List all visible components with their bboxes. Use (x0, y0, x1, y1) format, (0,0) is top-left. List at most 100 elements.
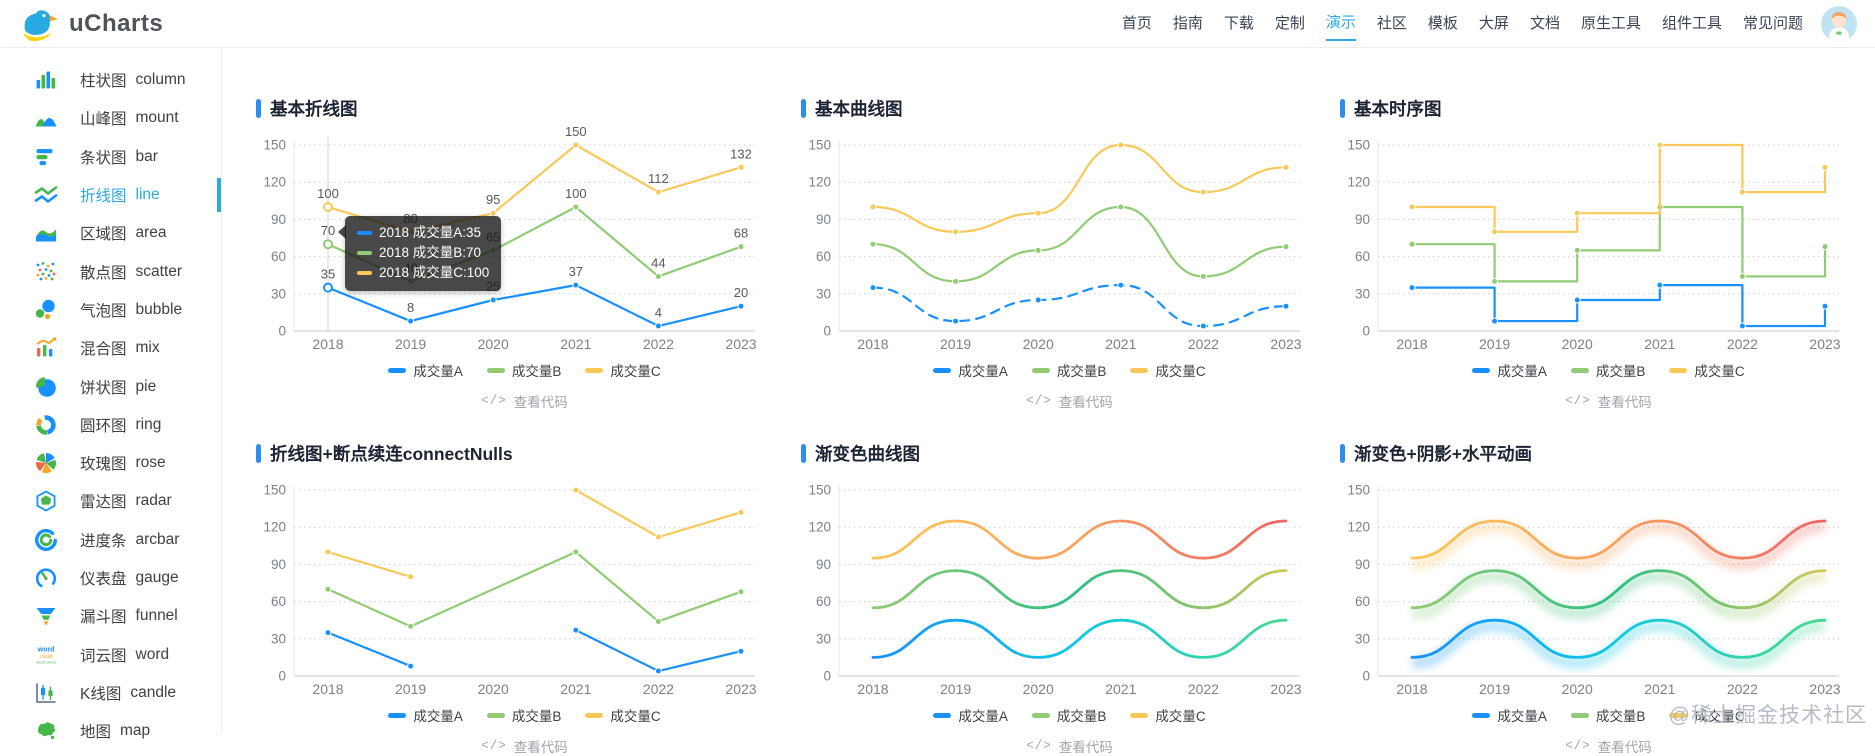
title-accent-bar (1340, 443, 1345, 463)
brand-logo[interactable]: uCharts (18, 5, 163, 43)
legend-item-成交量C[interactable]: 成交量C (585, 705, 661, 725)
svg-text:150: 150 (1347, 483, 1370, 498)
svg-text:90: 90 (816, 212, 831, 227)
user-avatar[interactable] (1821, 5, 1857, 42)
sidebar-item-gauge[interactable]: 仪表盘 gauge (0, 559, 221, 597)
sidebar-item-pie[interactable]: 饼状图 pie (0, 367, 221, 405)
legend-item-成交量C[interactable]: 成交量C (1130, 360, 1206, 380)
sidebar-item-candle[interactable]: K线图 candle (0, 674, 221, 712)
svg-text:60: 60 (816, 249, 831, 264)
sidebar-item-ring[interactable]: 圆环图 ring (0, 406, 221, 444)
legend-item-成交量B[interactable]: 成交量B (1031, 360, 1106, 380)
legend-label: 成交量C (1155, 364, 1206, 379)
top-nav: uCharts 首页 指南 下载 定制 演示 社区 模板 大屏 文档 原生工具 组件工具 常见问题 (0, 0, 1875, 48)
sidebar-item-bar[interactable]: 条状图 bar (0, 138, 221, 176)
svg-text:100: 100 (565, 186, 587, 201)
sidebar-item-area[interactable]: 区域图 area (0, 214, 221, 252)
legend-item-成交量B[interactable]: 成交量B (1570, 705, 1646, 725)
nav-item-定制[interactable]: 定制 (1274, 15, 1305, 32)
nav-item-首页[interactable]: 首页 (1121, 15, 1152, 32)
sidebar-item-rose[interactable]: 玫瑰图 rose (0, 444, 221, 482)
chart-card-3: 基本时序图 0 30 60 90 120 150 2018 2019 2020 2021 2022 20… (1334, 95, 1849, 411)
sidebar-item-mix[interactable]: 混合图 mix (0, 329, 221, 367)
legend-swatch (1570, 712, 1589, 718)
svg-text:word cloud: word cloud (36, 659, 55, 664)
svg-text:2023: 2023 (1270, 681, 1301, 697)
nav-item-下载[interactable]: 下载 (1223, 15, 1254, 32)
sidebar-item-map[interactable]: 地图 map (0, 712, 221, 750)
nav-item-社区[interactable]: 社区 (1376, 15, 1407, 32)
legend-item-成交量A[interactable]: 成交量A (933, 705, 1008, 725)
mix-chart-icon (34, 336, 58, 360)
sidebar-label-en: mix (135, 339, 160, 357)
title-accent-bar (256, 98, 261, 118)
view-code-link[interactable]: </> 查看代码 (1378, 391, 1839, 411)
legend-item-成交量A[interactable]: 成交量A (1472, 705, 1547, 725)
svg-text:2020: 2020 (478, 336, 509, 352)
legend-item-成交量B[interactable]: 成交量B (486, 705, 561, 725)
legend-item-成交量B[interactable]: 成交量B (1031, 705, 1106, 725)
legend-item-成交量C[interactable]: 成交量C (1669, 360, 1745, 380)
legend-item-成交量A[interactable]: 成交量A (933, 360, 1008, 380)
legend-swatch (486, 712, 505, 718)
svg-text:2022: 2022 (1727, 681, 1758, 697)
view-code-link[interactable]: </> 查看代码 (839, 391, 1300, 411)
sidebar-item-scatter[interactable]: 散点图 scatter (0, 252, 221, 290)
chart-canvas[interactable]: 0 30 60 90 120 150 2018 2019 2020 2021 2022 2023 (250, 468, 765, 700)
sidebar-item-word[interactable]: word cloud word cloud 词云图 word (0, 635, 221, 673)
chart-canvas[interactable]: 0 30 60 90 120 150 2018 2019 2020 2021 2022 2023 (1334, 468, 1849, 700)
chart-canvas[interactable]: 0 30 60 90 120 150 2018 2019 2020 2021 2022 2023 35 8… (250, 123, 765, 355)
chart-title-text: 基本曲线图 (815, 98, 903, 119)
legend-item-成交量B[interactable]: 成交量B (1570, 360, 1645, 380)
nav-item-大屏[interactable]: 大屏 (1478, 15, 1509, 32)
svg-text:30: 30 (271, 286, 286, 301)
legend-item-成交量A[interactable]: 成交量A (388, 360, 463, 380)
svg-text:120: 120 (263, 520, 286, 535)
legend-label: 成交量B (1595, 709, 1646, 724)
sidebar-label-zh: 词云图 (80, 647, 127, 665)
sidebar-item-column[interactable]: 柱状图 column (0, 61, 221, 99)
sidebar-item-radar[interactable]: 雷达图 radar (0, 482, 221, 520)
legend-label: 成交量C (1694, 709, 1745, 724)
svg-text:0: 0 (278, 324, 286, 339)
view-code-link[interactable]: </> 查看代码 (294, 736, 755, 756)
nav-item-组件工具[interactable]: 组件工具 (1661, 15, 1722, 32)
code-icon: </> (1026, 394, 1052, 408)
view-code-link[interactable]: </> 查看代码 (1378, 736, 1839, 756)
chart-canvas[interactable]: 0 30 60 90 120 150 2018 2019 2020 2021 2022 2023 (795, 468, 1310, 700)
chart-canvas[interactable]: 0 30 60 90 120 150 2018 2019 2020 2021 2022 2023 (795, 123, 1310, 355)
legend-item-成交量C[interactable]: 成交量C (1669, 705, 1745, 725)
nav-item-原生工具[interactable]: 原生工具 (1580, 15, 1641, 32)
svg-text:2022: 2022 (1188, 336, 1219, 352)
nav-item-指南[interactable]: 指南 (1172, 15, 1203, 32)
nav-item-文档[interactable]: 文档 (1529, 15, 1560, 32)
sidebar-label-zh: 进度条 (80, 532, 127, 550)
view-code-link[interactable]: </> 查看代码 (294, 391, 755, 411)
legend-item-成交量A[interactable]: 成交量A (1472, 360, 1547, 380)
nav-item-常见问题[interactable]: 常见问题 (1742, 15, 1803, 32)
sidebar-item-mount[interactable]: 山峰图 mount (0, 99, 221, 137)
sidebar-item-bubble[interactable]: 气泡图 bubble (0, 291, 221, 329)
svg-text:2018: 2018 (1396, 681, 1427, 697)
svg-text:2023: 2023 (1809, 681, 1840, 697)
legend-item-成交量A[interactable]: 成交量A (388, 705, 463, 725)
legend-item-成交量C[interactable]: 成交量C (585, 360, 661, 380)
svg-text:90: 90 (1355, 212, 1370, 227)
nav-item-模板[interactable]: 模板 (1427, 15, 1458, 32)
svg-text:120: 120 (263, 175, 286, 190)
sidebar-item-line[interactable]: 折线图 line (0, 176, 221, 214)
legend-item-成交量C[interactable]: 成交量C (1130, 705, 1206, 725)
svg-text:90: 90 (816, 557, 831, 572)
nav-item-演示[interactable]: 演示 (1325, 6, 1356, 41)
svg-text:2020: 2020 (1023, 336, 1054, 352)
svg-text:30: 30 (271, 631, 286, 646)
legend-item-成交量B[interactable]: 成交量B (486, 360, 561, 380)
chart-canvas[interactable]: 0 30 60 90 120 150 2018 2019 2020 2021 2022 2023 (1334, 123, 1849, 355)
area-chart-icon (34, 221, 58, 245)
chart-title-text: 基本折线图 (270, 98, 358, 119)
sidebar-item-funnel[interactable]: 漏斗图 funnel (0, 597, 221, 635)
svg-text:2021: 2021 (1644, 681, 1675, 697)
svg-text:0: 0 (1362, 324, 1370, 339)
sidebar-item-arcbar[interactable]: 进度条 arcbar (0, 521, 221, 559)
view-code-link[interactable]: </> 查看代码 (839, 736, 1300, 756)
